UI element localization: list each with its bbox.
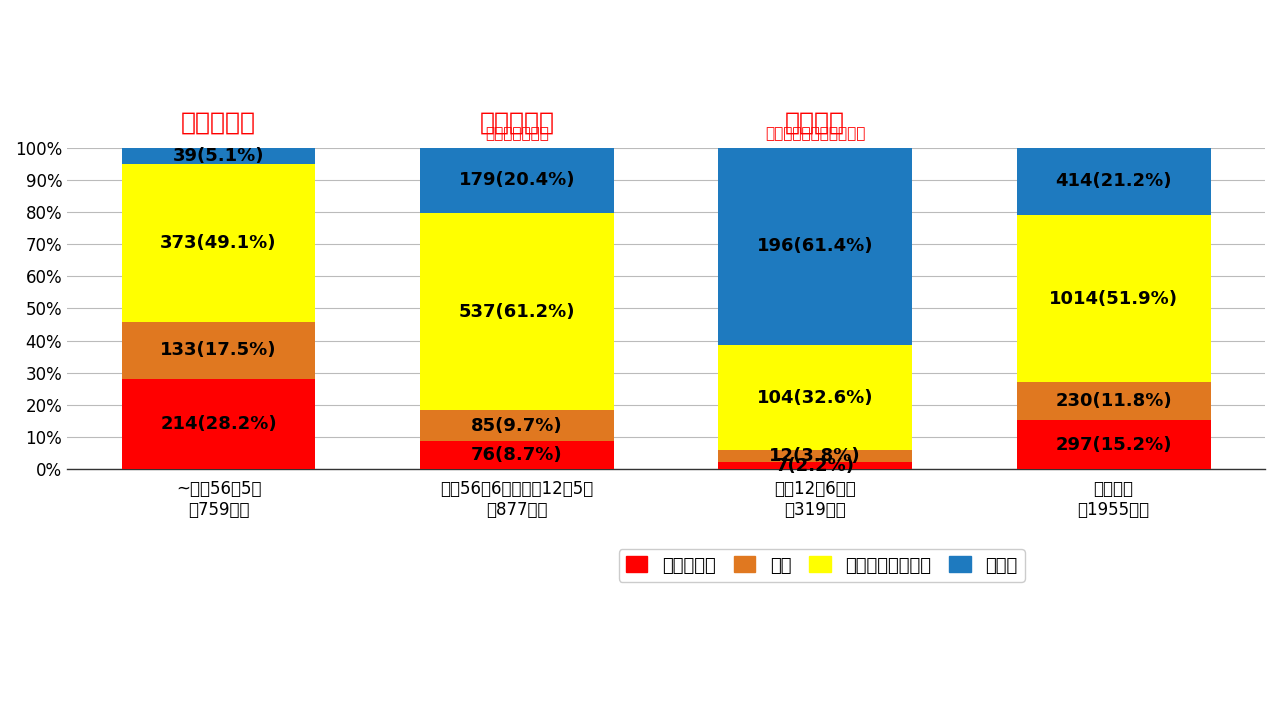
Text: 12(3.8%): 12(3.8%)	[769, 447, 861, 465]
Text: 76(8.7%): 76(8.7%)	[471, 446, 563, 464]
Bar	[122, 148, 315, 164]
Text: 接合部の仕様等の明確化: 接合部の仕様等の明確化	[765, 126, 865, 141]
Text: 373(49.1%): 373(49.1%)	[160, 234, 276, 252]
Bar	[420, 410, 614, 441]
Text: 196(61.4%): 196(61.4%)	[756, 238, 873, 256]
Legend: 倒善・崩壊, 大破, 軽微・小破・中破, 無被害: 倒善・崩壊, 大破, 軽微・小破・中破, 無被害	[618, 549, 1025, 582]
Text: 必要壁量の強化: 必要壁量の強化	[485, 126, 549, 141]
Text: 現行規定: 現行規定	[785, 111, 845, 135]
Bar	[718, 148, 913, 345]
Text: 133(17.5%): 133(17.5%)	[160, 341, 276, 359]
Text: 85(9.7%): 85(9.7%)	[471, 417, 563, 435]
Bar	[1016, 382, 1211, 420]
Bar	[1016, 148, 1211, 215]
Text: 297(15.2%): 297(15.2%)	[1055, 436, 1171, 454]
Text: 旧耆震基準: 旧耆震基準	[180, 111, 256, 135]
Text: 1014(51.9%): 1014(51.9%)	[1050, 290, 1178, 308]
Text: 414(21.2%): 414(21.2%)	[1055, 172, 1171, 190]
Bar	[1016, 215, 1211, 382]
Bar	[420, 441, 614, 469]
Text: 537(61.2%): 537(61.2%)	[458, 302, 575, 320]
Bar	[420, 148, 614, 213]
Text: 179(20.4%): 179(20.4%)	[458, 171, 575, 189]
Text: 214(28.2%): 214(28.2%)	[160, 415, 276, 433]
Text: 7(2.2%): 7(2.2%)	[776, 456, 855, 474]
Bar	[122, 164, 315, 323]
Bar	[718, 462, 913, 469]
Bar	[1016, 420, 1211, 469]
Bar	[122, 379, 315, 469]
Text: 104(32.6%): 104(32.6%)	[756, 389, 873, 407]
Bar	[718, 345, 913, 450]
Bar	[718, 450, 913, 462]
Bar	[122, 323, 315, 379]
Bar	[420, 213, 614, 410]
Text: 230(11.8%): 230(11.8%)	[1055, 392, 1172, 410]
Text: 新耆震基準: 新耆震基準	[480, 111, 554, 135]
Text: 39(5.1%): 39(5.1%)	[173, 147, 264, 165]
